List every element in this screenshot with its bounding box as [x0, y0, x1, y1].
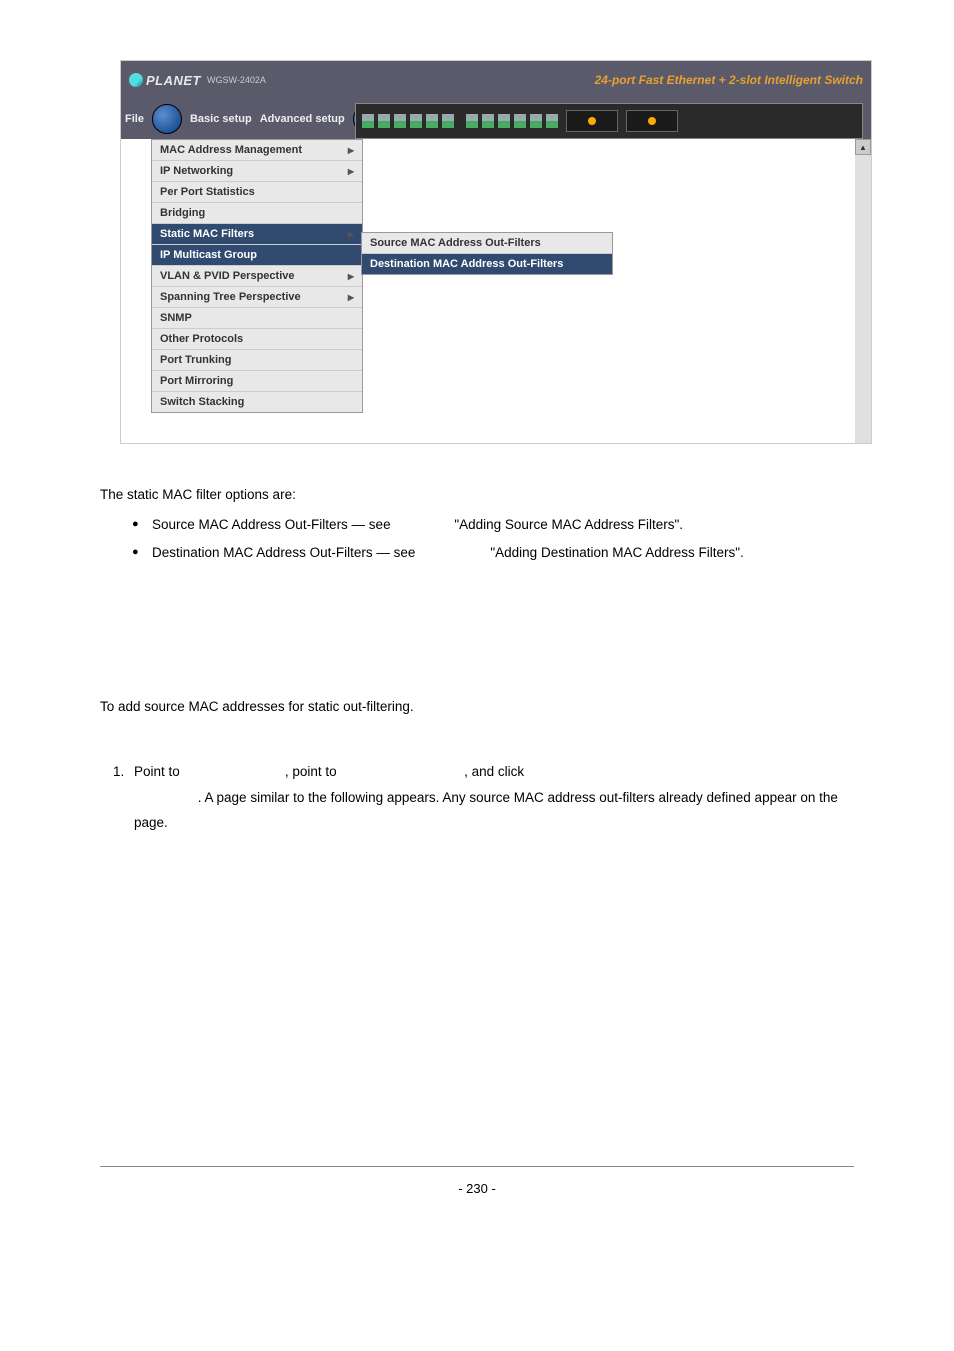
logo: PLANET [129, 73, 201, 88]
bullet-text: Source MAC Address Out-Filters — see [152, 517, 394, 532]
chevron-right-icon: ▶ [348, 272, 354, 281]
model-label: WGSW-2402A [207, 75, 266, 85]
menu-item-label: IP Multicast Group [160, 249, 257, 261]
basic-setup-button[interactable] [152, 104, 182, 134]
port-icon [466, 114, 478, 128]
menu-item[interactable]: VLAN & PVID Perspective ▶ [152, 266, 362, 287]
menu-item-label: Per Port Statistics [160, 186, 255, 198]
bullet-ref: "Adding Source MAC Address Filters". [454, 517, 683, 532]
port-icon [530, 114, 542, 128]
chevron-right-icon: ▶ [348, 230, 354, 239]
port-icon [442, 114, 454, 128]
menu-basic[interactable]: Basic setup [190, 113, 252, 125]
menu-item[interactable]: Static MAC Filters ▶ [152, 224, 362, 245]
screenshot-figure: PLANET WGSW-2402A 24-port Fast Ethernet … [120, 60, 854, 444]
app-header: PLANET WGSW-2402A 24-port Fast Ethernet … [121, 61, 871, 99]
chevron-right-icon: ▶ [348, 293, 354, 302]
menu-item[interactable]: SNMP [152, 308, 362, 329]
menu-item-label: Static MAC Filters [160, 228, 254, 240]
port-icon [394, 114, 406, 128]
menu-item[interactable]: Port Mirroring [152, 371, 362, 392]
port-icon [362, 114, 374, 128]
logo-text: PLANET [146, 73, 201, 88]
section-intro: To add source MAC addresses for static o… [100, 696, 854, 719]
port-icon [514, 114, 526, 128]
port-icon [426, 114, 438, 128]
menu-item-label: Port Trunking [160, 354, 232, 366]
menu-file[interactable]: File [125, 113, 144, 125]
menu-item-label: Bridging [160, 207, 205, 219]
menubar: File Basic setup Advanced setup [121, 99, 871, 139]
port-icon [410, 114, 422, 128]
menu-item[interactable]: IP Networking ▶ [152, 161, 362, 182]
app-body: MAC Address Management ▶ IP Networking ▶ Per… [121, 139, 871, 443]
submenu-item[interactable]: Destination MAC Address Out-Filters [362, 254, 612, 274]
advanced-menu: MAC Address Management ▶ IP Networking ▶ Per… [151, 139, 363, 413]
menu-item[interactable]: Port Trunking [152, 350, 362, 371]
menu-item[interactable]: Switch Stacking [152, 392, 362, 412]
scrollbar[interactable]: ▲ [855, 139, 871, 443]
step-1: Point to , point to , and click . A page… [128, 759, 854, 836]
body-text: The static MAC filter options are: Sourc… [100, 484, 854, 836]
intro-text: The static MAC filter options are: [100, 484, 854, 507]
device-panel [355, 103, 863, 139]
menu-item[interactable]: Bridging [152, 203, 362, 224]
chevron-right-icon: ▶ [348, 167, 354, 176]
menu-item[interactable]: Per Port Statistics [152, 182, 362, 203]
menu-item-label: MAC Address Management [160, 144, 302, 156]
step-text: , point to [285, 764, 341, 779]
step-text: Point to [134, 764, 184, 779]
globe-icon [129, 73, 143, 87]
bullet-text: Destination MAC Address Out-Filters — se… [152, 545, 419, 560]
page-footer: - 230 - [100, 1166, 854, 1196]
scroll-up-icon[interactable]: ▲ [855, 139, 871, 155]
module-slot [626, 110, 678, 132]
step-text: , and click [464, 764, 524, 779]
menu-item-label: SNMP [160, 312, 192, 324]
submenu-item[interactable]: Source MAC Address Out-Filters [362, 233, 612, 254]
menu-item-label: Other Protocols [160, 333, 243, 345]
port-icon [482, 114, 494, 128]
menu-item-label: Spanning Tree Perspective [160, 291, 301, 303]
menu-item[interactable]: Spanning Tree Perspective ▶ [152, 287, 362, 308]
app-window: PLANET WGSW-2402A 24-port Fast Ethernet … [120, 60, 872, 444]
menu-item-label: IP Networking [160, 165, 233, 177]
menu-item-label: Switch Stacking [160, 396, 244, 408]
menu-item-label: Port Mirroring [160, 375, 233, 387]
step-text: . A page similar to the following appear… [134, 790, 838, 831]
menu-item[interactable]: IP Multicast Group [152, 245, 362, 266]
port-icon [378, 114, 390, 128]
port-icon [498, 114, 510, 128]
page-number: - 230 - [458, 1181, 496, 1196]
bullet-source: Source MAC Address Out-Filters — see "Ad… [132, 513, 854, 537]
chevron-right-icon: ▶ [348, 146, 354, 155]
menu-item[interactable]: Other Protocols [152, 329, 362, 350]
bullet-ref: "Adding Destination MAC Address Filters"… [490, 545, 743, 560]
port-icon [546, 114, 558, 128]
static-mac-submenu: Source MAC Address Out-FiltersDestinatio… [361, 232, 613, 275]
bullet-destination: Destination MAC Address Out-Filters — se… [132, 541, 854, 565]
menu-item[interactable]: MAC Address Management ▶ [152, 140, 362, 161]
tagline: 24-port Fast Ethernet + 2-slot Intellige… [595, 73, 863, 87]
menu-advanced[interactable]: Advanced setup [260, 113, 345, 125]
module-slot [566, 110, 618, 132]
menu-item-label: VLAN & PVID Perspective [160, 270, 295, 282]
